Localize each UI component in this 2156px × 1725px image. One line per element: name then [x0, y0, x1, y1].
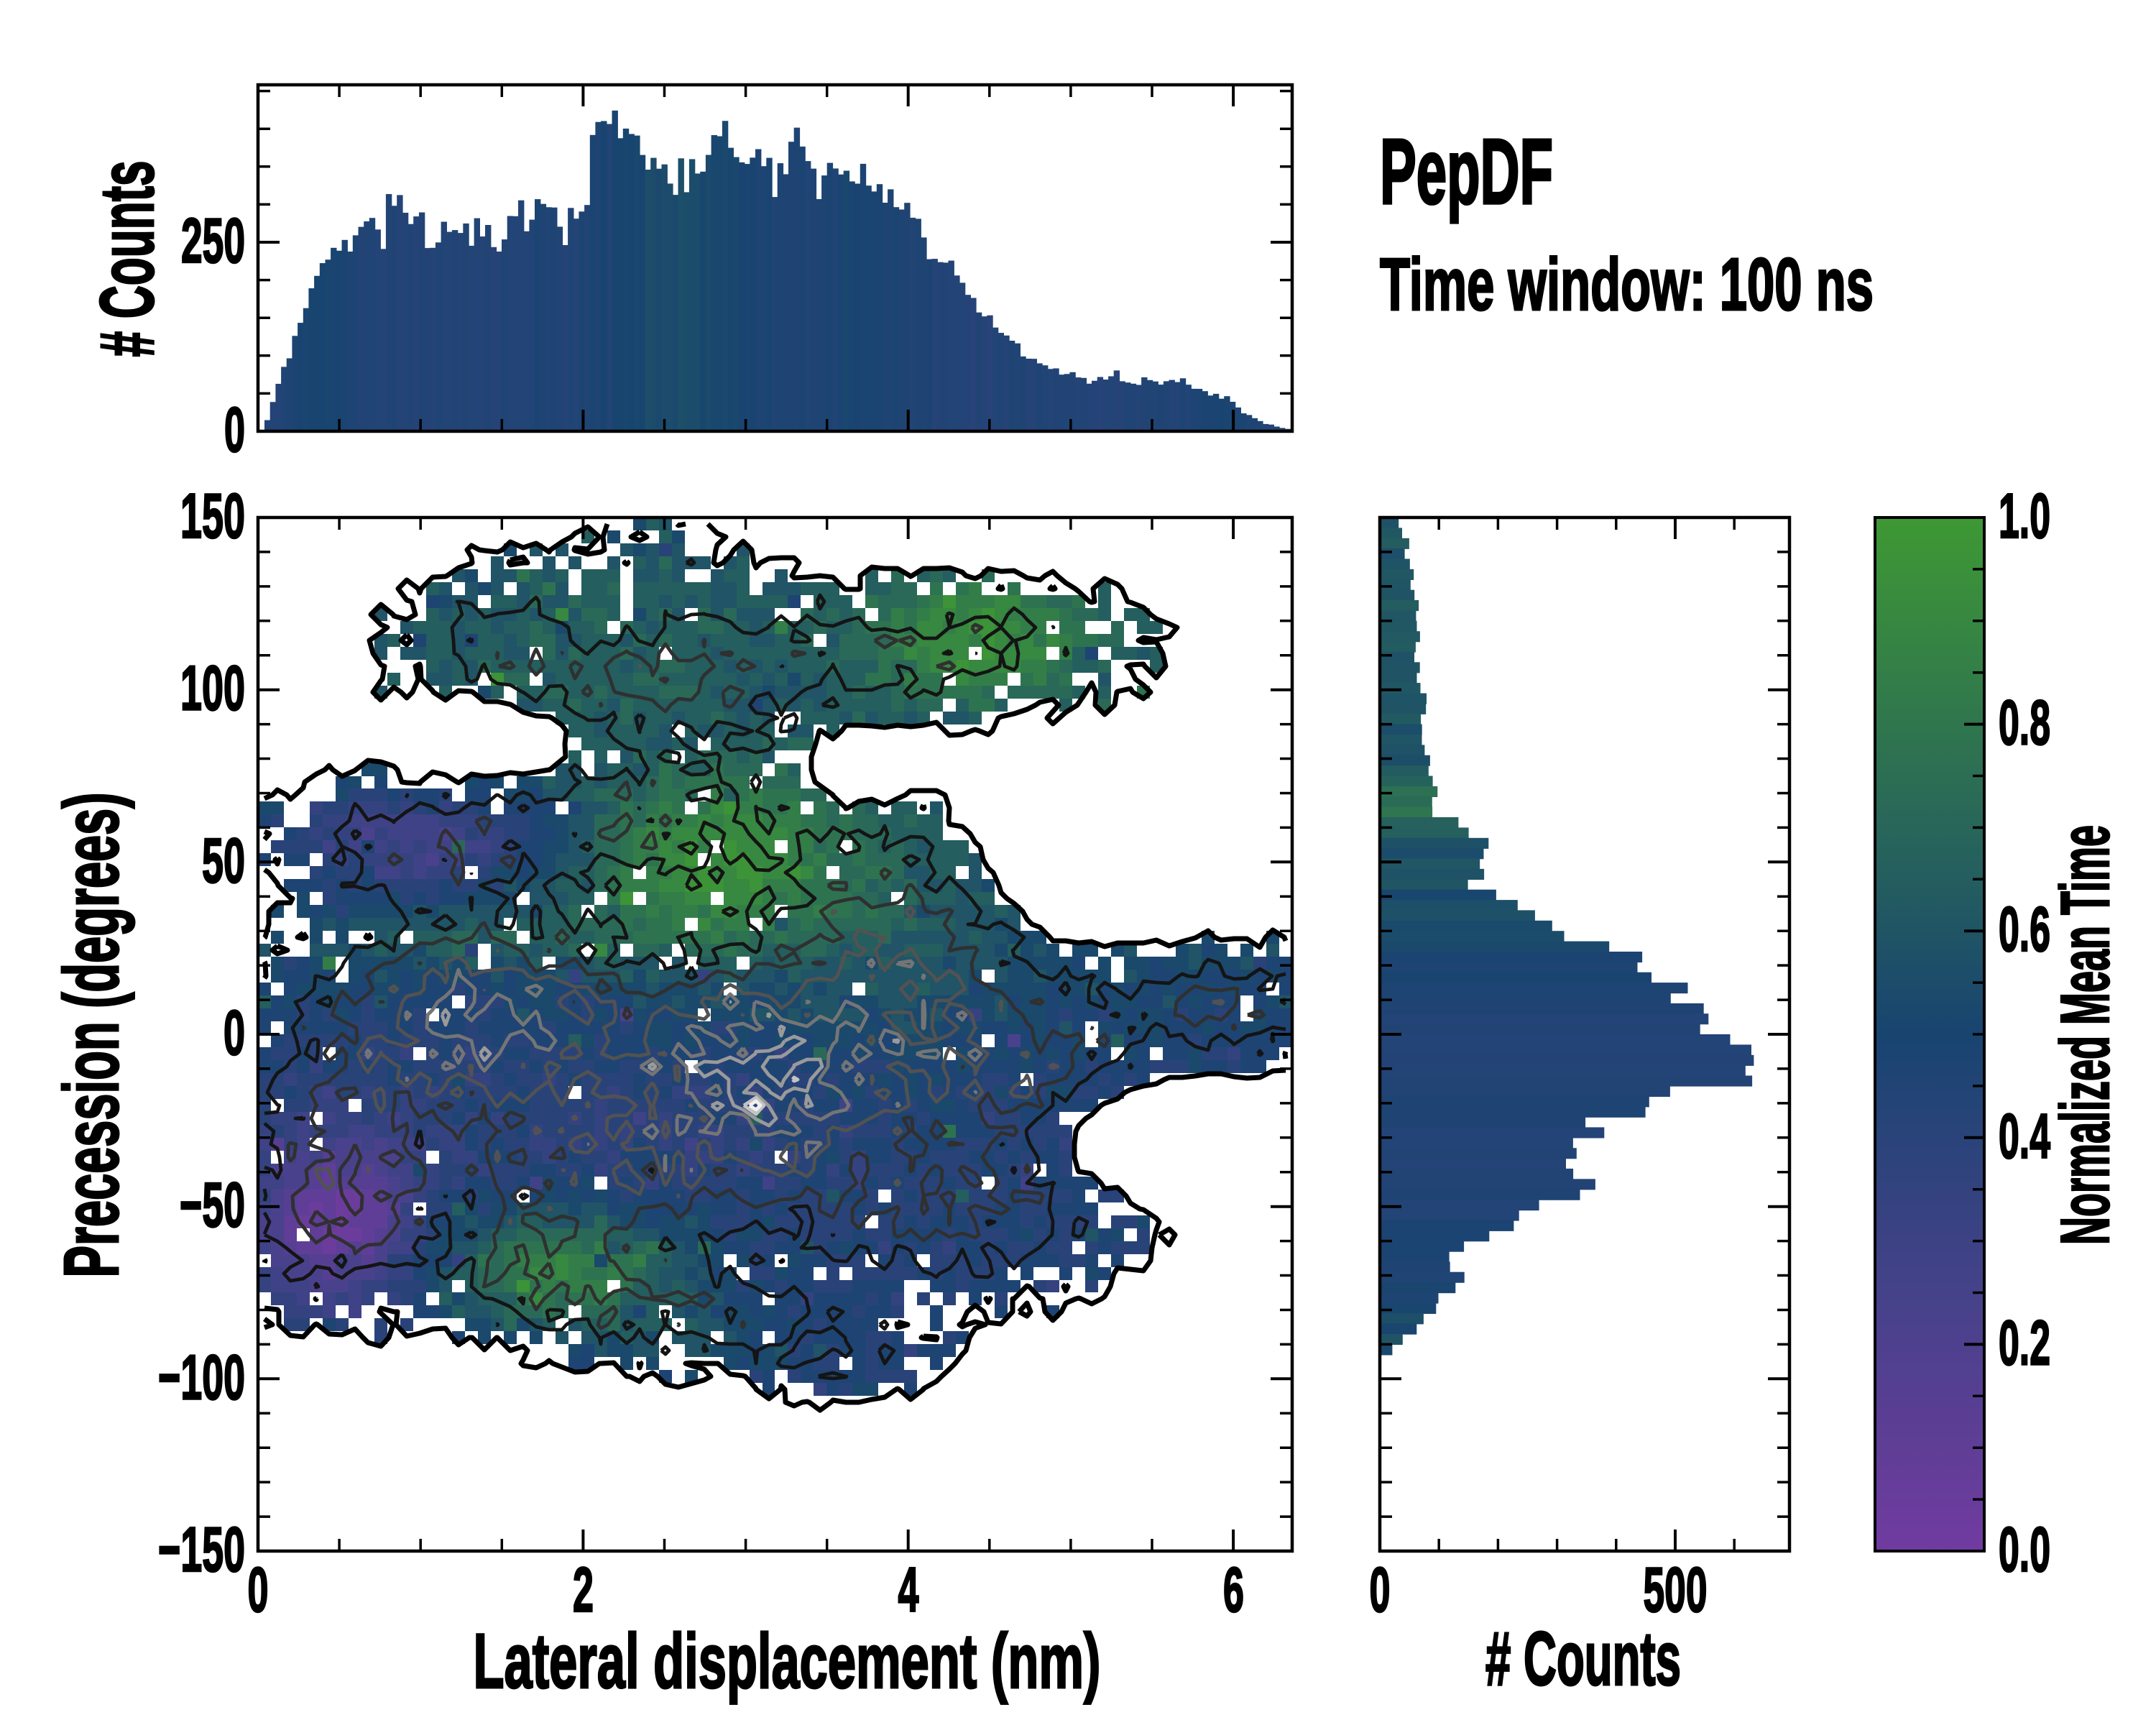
- svg-text:Precession (degrees): Precession (degrees): [47, 793, 134, 1278]
- svg-text:1.0: 1.0: [1999, 480, 2050, 551]
- svg-text:250: 250: [181, 205, 245, 276]
- svg-text:2: 2: [573, 1554, 594, 1625]
- svg-text:−150: −150: [158, 1514, 245, 1585]
- svg-text:500: 500: [1644, 1554, 1708, 1625]
- svg-text:Normalized Mean Time: Normalized Mean Time: [2047, 825, 2124, 1245]
- svg-text:4: 4: [898, 1554, 919, 1625]
- svg-text:0: 0: [224, 997, 245, 1068]
- svg-text:0: 0: [224, 394, 245, 465]
- svg-text:−50: −50: [180, 1169, 245, 1241]
- svg-text:−100: −100: [158, 1341, 245, 1412]
- svg-text:0.0: 0.0: [1999, 1514, 2050, 1585]
- svg-text:0.2: 0.2: [1999, 1307, 2050, 1378]
- svg-text:0: 0: [1370, 1554, 1391, 1625]
- svg-text:PepDF: PepDF: [1380, 120, 1553, 224]
- svg-text:# Counts: # Counts: [1485, 1616, 1681, 1701]
- svg-text:0.4: 0.4: [1999, 1100, 2050, 1172]
- svg-text:# Counts: # Counts: [85, 161, 170, 357]
- svg-text:150: 150: [180, 480, 245, 551]
- svg-text:0.6: 0.6: [1999, 893, 2050, 965]
- svg-text:Lateral displacement (nm): Lateral displacement (nm): [474, 1617, 1101, 1704]
- svg-text:50: 50: [202, 824, 245, 896]
- svg-text:0.8: 0.8: [1999, 687, 2050, 758]
- svg-text:100: 100: [180, 653, 245, 724]
- svg-text:0: 0: [248, 1554, 269, 1625]
- svg-text:6: 6: [1223, 1554, 1244, 1625]
- svg-text:Time window: 100 ns: Time window: 100 ns: [1380, 243, 1874, 326]
